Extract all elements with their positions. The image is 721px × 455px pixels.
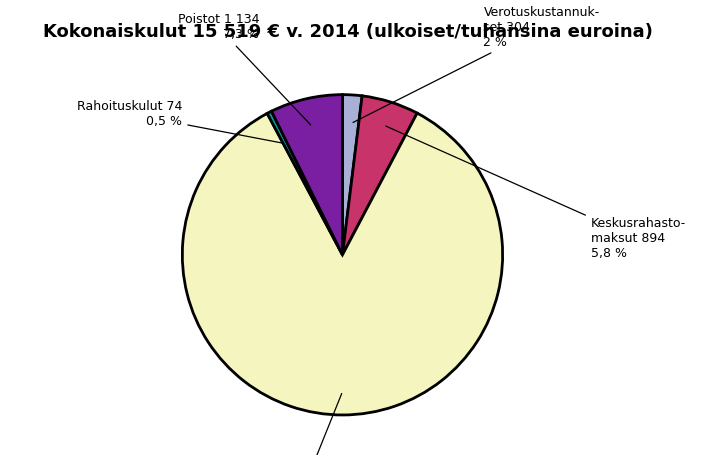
- Wedge shape: [182, 113, 503, 415]
- Text: Rahoituskulut 74
0,5 %: Rahoituskulut 74 0,5 %: [77, 100, 283, 143]
- Wedge shape: [267, 111, 342, 255]
- Wedge shape: [342, 95, 362, 255]
- Text: Toimintakulut 13
114
84,5 %: Toimintakulut 13 114 84,5 %: [246, 394, 350, 455]
- Text: Keskusrahasto-
maksut 894
5,8 %: Keskusrahasto- maksut 894 5,8 %: [386, 126, 686, 260]
- Text: Kokonaiskulut 15 519 € v. 2014 (ulkoiset/tuhansina euroina): Kokonaiskulut 15 519 € v. 2014 (ulkoiset…: [43, 23, 653, 41]
- Wedge shape: [342, 96, 417, 255]
- Wedge shape: [272, 95, 342, 255]
- Text: Poistot 1 134
7,3 %: Poistot 1 134 7,3 %: [177, 13, 311, 125]
- Text: Verotuskustannuk-
set 304
2 %: Verotuskustannuk- set 304 2 %: [353, 6, 600, 122]
